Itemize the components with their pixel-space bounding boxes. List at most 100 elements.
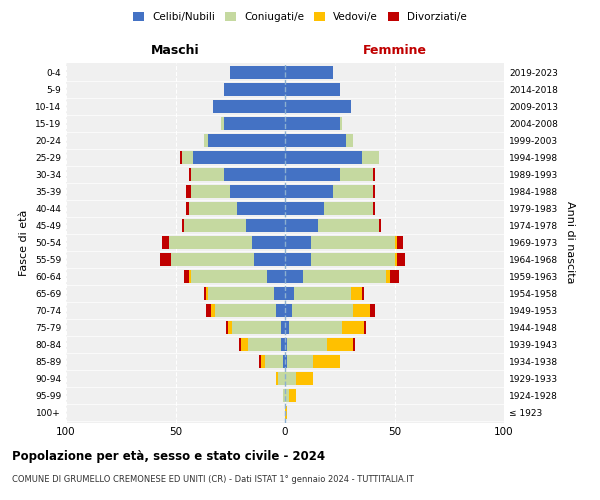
Bar [379,219,382,232]
Bar [283,388,285,402]
Bar [208,287,274,300]
Bar [171,253,254,266]
Bar [395,236,397,249]
Bar [274,287,285,300]
Bar [221,117,224,130]
Bar [313,354,340,368]
Bar [188,270,191,283]
Bar [239,338,241,351]
Bar [283,354,285,368]
Bar [289,321,342,334]
Bar [333,185,373,198]
Bar [259,354,261,368]
Text: Maschi: Maschi [151,44,200,58]
Bar [226,321,228,334]
Bar [160,253,171,266]
Bar [191,168,224,181]
Bar [191,270,268,283]
Bar [340,117,342,130]
Bar [230,185,285,198]
Bar [188,202,237,215]
Bar [294,287,350,300]
Bar [184,219,245,232]
Bar [326,338,353,351]
Bar [285,185,333,198]
Bar [215,304,276,317]
Bar [285,83,340,96]
Bar [268,270,285,283]
Text: Popolazione per età, sesso e stato civile - 2024: Popolazione per età, sesso e stato civil… [12,450,325,463]
Bar [204,134,208,147]
Bar [241,338,248,351]
Bar [285,151,362,164]
Bar [311,236,395,249]
Bar [285,321,289,334]
Bar [364,321,366,334]
Bar [281,321,285,334]
Bar [287,354,313,368]
Bar [278,372,285,385]
Bar [254,253,285,266]
Bar [285,406,287,419]
Bar [261,354,265,368]
Bar [204,287,206,300]
Bar [187,185,191,198]
Bar [163,236,169,249]
Bar [287,338,326,351]
Bar [213,100,285,114]
Bar [182,151,193,164]
Bar [206,304,211,317]
Bar [224,168,285,181]
Bar [285,388,289,402]
Bar [184,270,188,283]
Bar [285,219,318,232]
Bar [397,236,403,249]
Bar [285,354,287,368]
Bar [292,304,353,317]
Bar [285,287,294,300]
Bar [340,168,373,181]
Bar [353,304,370,317]
Bar [211,304,215,317]
Bar [169,236,252,249]
Bar [296,372,313,385]
Bar [285,100,351,114]
Bar [248,338,281,351]
Bar [285,117,340,130]
Bar [276,372,278,385]
Text: Femmine: Femmine [362,44,427,58]
Bar [228,321,232,334]
Bar [362,287,364,300]
Bar [386,270,390,283]
Bar [232,321,281,334]
Bar [353,338,355,351]
Bar [318,219,379,232]
Bar [395,253,397,266]
Bar [265,354,283,368]
Bar [193,151,285,164]
Bar [373,168,375,181]
Legend: Celibi/Nubili, Coniugati/e, Vedovi/e, Divorziati/e: Celibi/Nubili, Coniugati/e, Vedovi/e, Di… [129,8,471,26]
Bar [224,117,285,130]
Bar [302,270,386,283]
Bar [208,134,285,147]
Bar [325,202,373,215]
Bar [281,338,285,351]
Bar [342,321,364,334]
Bar [285,372,296,385]
Bar [187,202,188,215]
Bar [245,219,285,232]
Bar [206,287,208,300]
Bar [276,304,285,317]
Bar [311,253,395,266]
Bar [351,287,362,300]
Bar [346,134,353,147]
Bar [224,83,285,96]
Y-axis label: Anni di nascita: Anni di nascita [565,201,575,284]
Bar [285,66,333,80]
Y-axis label: Fasce di età: Fasce di età [19,210,29,276]
Bar [188,168,191,181]
Bar [285,202,325,215]
Bar [285,134,346,147]
Bar [237,202,285,215]
